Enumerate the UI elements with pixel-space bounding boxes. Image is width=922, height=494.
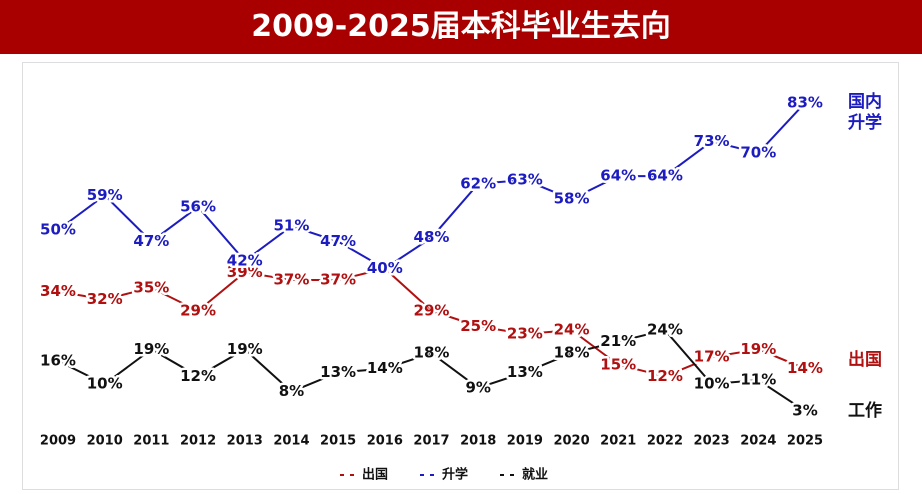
x-tick-label: 2016 bbox=[367, 434, 403, 449]
data-label: 47% bbox=[133, 232, 169, 250]
series-line bbox=[57, 102, 806, 270]
data-label: 32% bbox=[87, 290, 123, 308]
x-tick-label: 2017 bbox=[413, 434, 449, 449]
data-label: 18% bbox=[554, 344, 590, 362]
data-label: 50% bbox=[40, 221, 76, 239]
x-tick-label: 2020 bbox=[553, 434, 589, 449]
x-tick-label: 2010 bbox=[87, 434, 123, 449]
data-label: 58% bbox=[554, 190, 590, 208]
data-label: 62% bbox=[460, 174, 496, 192]
legend-label: 升学 bbox=[442, 467, 468, 483]
series-line bbox=[57, 328, 806, 412]
annotation: 工作 bbox=[848, 401, 882, 421]
x-tick-label: 2022 bbox=[647, 434, 683, 449]
data-label: 29% bbox=[414, 301, 450, 319]
annotation: 出国 bbox=[848, 350, 882, 370]
data-label: 15% bbox=[600, 355, 636, 373]
x-tick-label: 2012 bbox=[180, 434, 216, 449]
data-label: 14% bbox=[787, 359, 823, 377]
data-label: 47% bbox=[320, 232, 356, 250]
data-label: 83% bbox=[787, 93, 823, 111]
data-label: 39% bbox=[227, 263, 263, 281]
x-tick-label: 2023 bbox=[694, 434, 730, 449]
data-label: 40% bbox=[367, 259, 403, 277]
data-label: 25% bbox=[460, 317, 496, 335]
data-label: 70% bbox=[740, 144, 776, 162]
data-label: 8% bbox=[279, 382, 304, 400]
x-tick-label: 2018 bbox=[460, 434, 496, 449]
chart-frame bbox=[22, 62, 899, 490]
data-label: 64% bbox=[647, 167, 683, 185]
legend-label: 出国 bbox=[362, 467, 388, 483]
data-label: 51% bbox=[273, 217, 309, 235]
data-label: 3% bbox=[792, 401, 817, 419]
x-tick-label: 2011 bbox=[133, 434, 169, 449]
data-label: 64% bbox=[600, 167, 636, 185]
data-label: 14% bbox=[367, 359, 403, 377]
chart-title: 2009-2025届本科毕业生去向 bbox=[0, 0, 922, 54]
series-line bbox=[57, 267, 806, 378]
data-label: 19% bbox=[740, 340, 776, 358]
data-label: 48% bbox=[414, 228, 450, 246]
data-label: 10% bbox=[694, 375, 730, 393]
data-label: 35% bbox=[133, 278, 169, 296]
data-label: 29% bbox=[180, 301, 216, 319]
annotation: 国内 升学 bbox=[848, 92, 882, 133]
data-label: 13% bbox=[320, 363, 356, 381]
data-label: 10% bbox=[87, 375, 123, 393]
data-label: 12% bbox=[180, 367, 216, 385]
data-label: 73% bbox=[694, 132, 730, 150]
data-label: 37% bbox=[320, 271, 356, 289]
x-tick-label: 2021 bbox=[600, 434, 636, 449]
data-label: 59% bbox=[87, 186, 123, 204]
data-label: 56% bbox=[180, 197, 216, 215]
data-label: 18% bbox=[414, 344, 450, 362]
data-label: 19% bbox=[133, 340, 169, 358]
x-tick-label: 2013 bbox=[227, 434, 263, 449]
data-label: 42% bbox=[227, 251, 263, 269]
data-label: 11% bbox=[740, 371, 776, 389]
data-label: 9% bbox=[465, 378, 490, 396]
data-label: 21% bbox=[600, 332, 636, 350]
legend-label: 就业 bbox=[522, 467, 548, 483]
x-tick-label: 2015 bbox=[320, 434, 356, 449]
data-label: 13% bbox=[507, 363, 543, 381]
data-label: 17% bbox=[694, 348, 730, 366]
data-label: 12% bbox=[647, 367, 683, 385]
data-label: 16% bbox=[40, 351, 76, 369]
x-tick-label: 2024 bbox=[740, 434, 776, 449]
x-tick-label: 2025 bbox=[787, 434, 823, 449]
x-tick-label: 2014 bbox=[273, 434, 309, 449]
data-label: 23% bbox=[507, 324, 543, 342]
data-label: 63% bbox=[507, 170, 543, 188]
data-label: 37% bbox=[273, 271, 309, 289]
x-tick-label: 2009 bbox=[40, 434, 76, 449]
data-label: 19% bbox=[227, 340, 263, 358]
data-label: 24% bbox=[554, 321, 590, 339]
data-label: 34% bbox=[40, 282, 76, 300]
x-tick-label: 2019 bbox=[507, 434, 543, 449]
data-label: 24% bbox=[647, 321, 683, 339]
